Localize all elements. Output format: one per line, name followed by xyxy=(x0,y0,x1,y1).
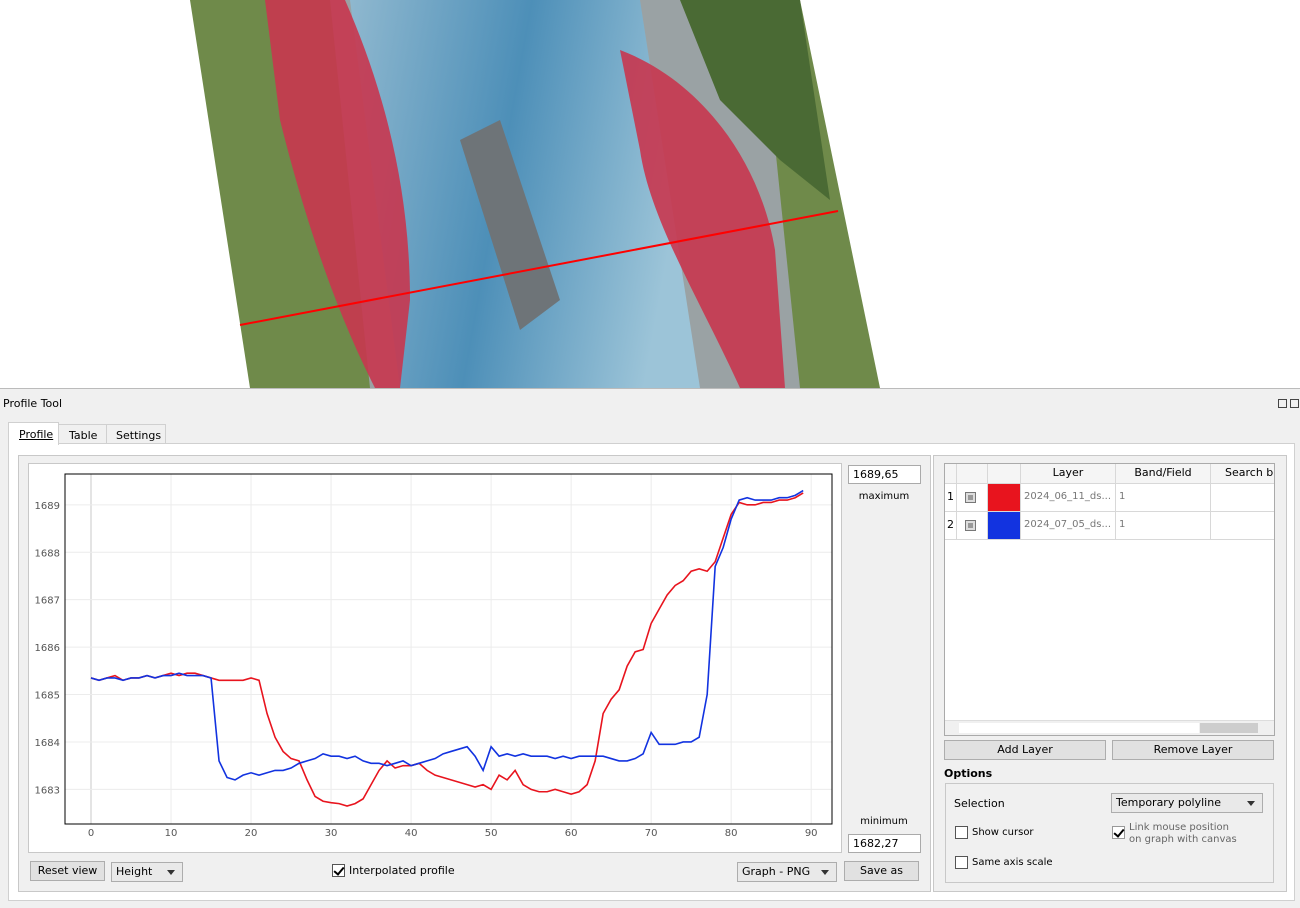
x-tick-label: 10 xyxy=(165,828,178,839)
same-axis-checkbox[interactable] xyxy=(955,856,968,869)
min-label: minimum xyxy=(860,816,908,827)
same-axis-label: Same axis scale xyxy=(972,857,1053,868)
scroll-thumb[interactable] xyxy=(1200,723,1258,733)
y-tick-label: 1687 xyxy=(35,596,60,607)
plot-border xyxy=(64,473,833,825)
y-tick-label: 1685 xyxy=(35,691,60,702)
y-tick-label: 1688 xyxy=(35,548,60,559)
row-index: 2 xyxy=(945,512,957,540)
row-checkbox[interactable] xyxy=(957,512,988,540)
tab[interactable]: Profile xyxy=(8,422,59,445)
header-cell[interactable]: Band/Field xyxy=(1116,464,1211,484)
row-index: 1 xyxy=(945,484,957,512)
max-label: maximum xyxy=(858,491,910,502)
profile-line xyxy=(239,210,839,326)
header-cell xyxy=(945,464,957,484)
y-tick-label: 1684 xyxy=(35,738,60,749)
map-canvas xyxy=(0,0,1300,388)
row-layer: 2024_06_11_ds... xyxy=(1021,484,1116,512)
checkbox-box[interactable] xyxy=(965,492,976,503)
window-title: Profile Tool xyxy=(3,397,63,410)
show-cursor-checkbox[interactable] xyxy=(955,826,968,839)
y-tick-label: 1683 xyxy=(35,785,60,796)
add-layer-button[interactable]: Add Layer xyxy=(944,740,1106,760)
reset-button[interactable]: Reset view xyxy=(30,861,105,881)
min-spinbox[interactable]: 1682,27 xyxy=(848,834,921,853)
save-button[interactable]: Save as xyxy=(844,861,919,881)
red-zone xyxy=(265,0,410,388)
bar xyxy=(460,120,560,330)
splitter xyxy=(0,388,1300,389)
layer-table: Layer Band/Field Search bu 1 2024_06_11_d… xyxy=(944,463,1275,736)
mode-combo[interactable]: Height xyxy=(111,862,183,882)
interpolated-label: Interpolated profile xyxy=(349,864,455,877)
x-tick-label: 20 xyxy=(245,828,258,839)
row-layer: 2024_07_05_ds... xyxy=(1021,512,1116,540)
x-tick-label: 30 xyxy=(325,828,338,839)
profile-line xyxy=(90,489,804,781)
header-cell[interactable]: Layer xyxy=(1021,464,1116,484)
h-scrollbar[interactable] xyxy=(945,720,1274,735)
max-spinbox[interactable]: 1689,65 xyxy=(848,465,921,484)
x-tick-label: 50 xyxy=(485,828,498,839)
show-cursor-label: Show cursor xyxy=(972,827,1034,838)
options-title: Options xyxy=(944,767,993,780)
row-band: 1 xyxy=(1116,484,1211,512)
y-tick-label: 1686 xyxy=(35,643,60,654)
link-mouse-checkbox[interactable] xyxy=(1112,826,1125,839)
water xyxy=(350,0,700,388)
selection-label: Selection xyxy=(954,797,1005,810)
trees xyxy=(680,0,830,200)
tab[interactable]: Settings xyxy=(106,424,166,444)
y-tick-label: 1689 xyxy=(35,501,60,512)
row-search xyxy=(1211,484,1274,512)
red-zone xyxy=(620,50,785,388)
plot-area xyxy=(65,474,832,824)
options-box xyxy=(945,783,1274,883)
row-checkbox[interactable] xyxy=(957,484,988,512)
close-button[interactable] xyxy=(1290,399,1299,408)
profile-chart: 0 10 20 30 40 50 60 70 80 90 1683 1684 1685 1686 1687 1… xyxy=(28,463,842,853)
row-color[interactable] xyxy=(988,484,1021,512)
checkbox-box[interactable] xyxy=(965,520,976,531)
x-tick-label: 80 xyxy=(725,828,738,839)
header-cell xyxy=(957,464,988,484)
selection-combo[interactable]: Temporary polyline xyxy=(1111,793,1263,813)
scroll-track xyxy=(959,723,1199,733)
x-tick-label: 60 xyxy=(565,828,578,839)
link-mouse-label: Link mouse position xyxy=(1129,822,1230,833)
row-search xyxy=(1211,512,1274,540)
link-mouse-label: on graph with canvas xyxy=(1129,834,1237,845)
row-color[interactable] xyxy=(988,512,1021,540)
float-button[interactable] xyxy=(1278,399,1287,408)
header-cell[interactable]: Search bu xyxy=(1211,464,1274,484)
interpolated-checkbox[interactable] xyxy=(332,864,345,877)
x-tick-label: 70 xyxy=(645,828,658,839)
header-cell xyxy=(988,464,1021,484)
x-tick-label: 0 xyxy=(88,828,94,839)
x-tick-label: 40 xyxy=(405,828,418,839)
export-combo[interactable]: Graph - PNG xyxy=(737,862,837,882)
tab[interactable]: Table xyxy=(58,424,107,444)
x-tick-label: 90 xyxy=(805,828,818,839)
remove-layer-button[interactable]: Remove Layer xyxy=(1112,740,1274,760)
row-band: 1 xyxy=(1116,512,1211,540)
